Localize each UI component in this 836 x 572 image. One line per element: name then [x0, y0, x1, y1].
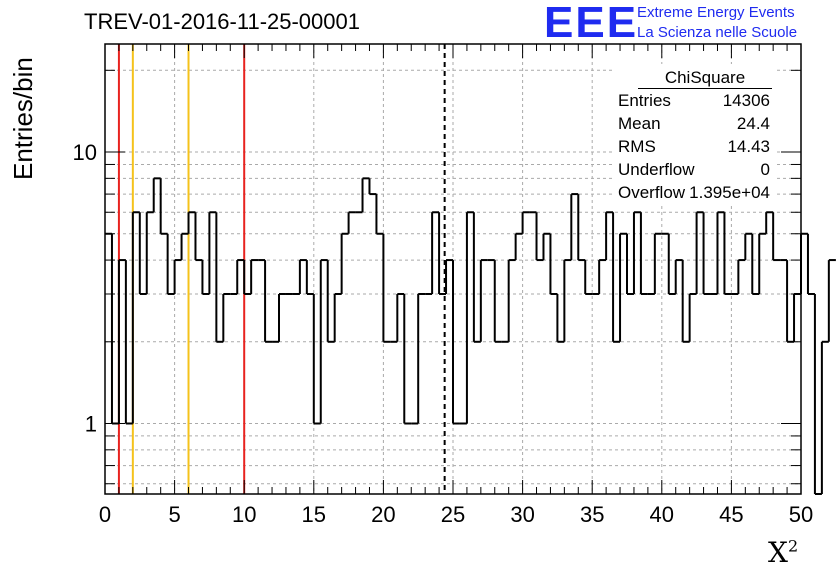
- stats-box: ChiSquare Entries 14306 Mean 24.4 RMS 14.43…: [612, 64, 776, 204]
- y-tick-label: 10: [73, 140, 97, 165]
- eee-logo: EEE: [544, 0, 639, 47]
- chart-title: TREV-01-2016-11-25-00001: [84, 9, 360, 34]
- stats-row: Mean 24.4: [612, 112, 776, 135]
- x-tick-label: 50: [789, 502, 813, 527]
- stats-value: 24.4: [736, 114, 770, 133]
- stats-value: 14306: [722, 91, 770, 110]
- stats-value: 14.43: [727, 137, 770, 156]
- axis-ticks: [104, 44, 802, 494]
- x-tick-label: 25: [441, 502, 465, 527]
- x-tick-label: 20: [371, 502, 395, 527]
- stats-title: ChiSquare: [638, 64, 772, 89]
- tick-labels: 0 5 10 15 20 25 30 35 40 45 50 1 10: [73, 140, 814, 527]
- x-axis-label-exponent: 2: [787, 536, 799, 556]
- stats-label: RMS: [618, 137, 656, 156]
- y-tick-label: 1: [85, 412, 97, 437]
- stats-label: Entries: [618, 91, 671, 110]
- stats-row: Entries 14306: [612, 89, 776, 112]
- stats-row: Underflow 0: [612, 158, 776, 181]
- stats-label: Mean: [618, 114, 661, 133]
- y-axis-label: Entries/bin: [8, 57, 38, 180]
- histogram: [105, 177, 836, 495]
- x-tick-label: 15: [302, 502, 326, 527]
- x-axis-label: X2: [768, 536, 799, 569]
- logo-subtitle-2: La Scienza nelle Scuole: [637, 24, 798, 41]
- x-tick-label: 40: [650, 502, 674, 527]
- x-tick-label: 30: [510, 502, 534, 527]
- x-tick-label: 0: [99, 502, 111, 527]
- x-tick-label: 5: [168, 502, 180, 527]
- x-tick-label: 35: [580, 502, 604, 527]
- stats-value: 1.395e+04: [689, 183, 770, 202]
- x-tick-label: 10: [232, 502, 256, 527]
- stats-value: 0: [760, 160, 770, 179]
- stats-label: Underflow: [618, 160, 695, 179]
- stats-row: RMS 14.43: [612, 135, 776, 158]
- stats-label: Overflow: [618, 183, 686, 202]
- x-tick-label: 45: [719, 502, 743, 527]
- logo-subtitle-1: Extreme Energy Events: [637, 4, 795, 21]
- stats-row: Overflow 1.395e+04: [612, 181, 776, 204]
